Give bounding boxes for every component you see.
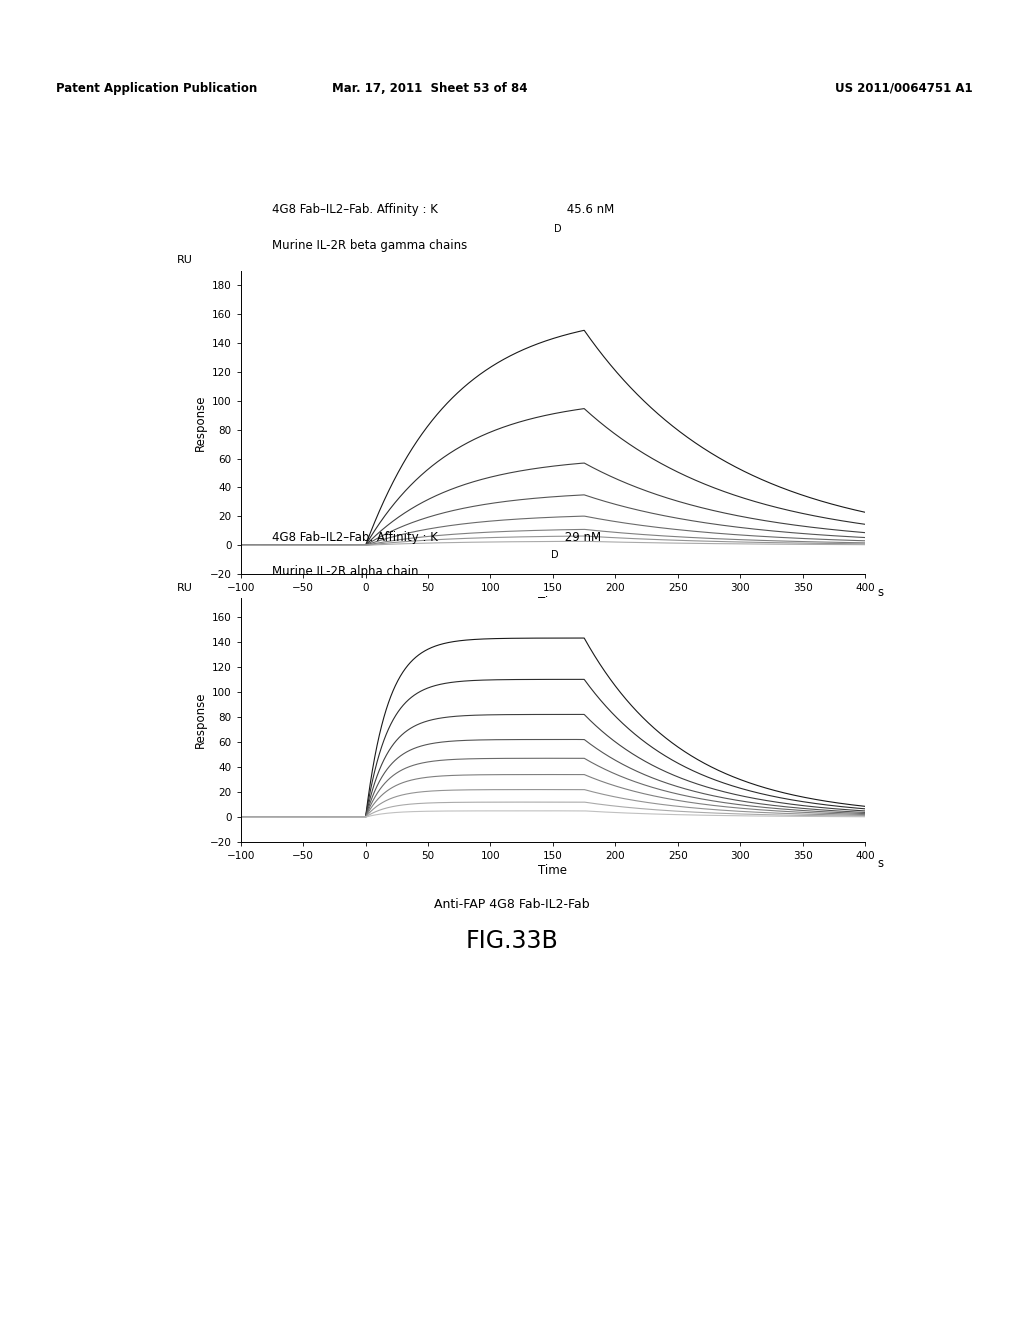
Text: s: s <box>878 857 884 870</box>
Text: 29 nM: 29 nM <box>561 531 601 544</box>
Text: 4G8 Fab–IL2–Fab. Affinity : K: 4G8 Fab–IL2–Fab. Affinity : K <box>271 203 437 216</box>
Text: D: D <box>554 224 562 234</box>
Text: Anti-FAP 4G8 Fab-IL2-Fab: Anti-FAP 4G8 Fab-IL2-Fab <box>434 898 590 911</box>
Text: s: s <box>878 586 884 599</box>
Text: Response: Response <box>194 692 207 748</box>
Text: Mar. 17, 2011  Sheet 53 of 84: Mar. 17, 2011 Sheet 53 of 84 <box>333 82 527 95</box>
Text: RU: RU <box>176 255 193 264</box>
Text: FIG.33B: FIG.33B <box>466 929 558 953</box>
Text: Response: Response <box>194 395 207 450</box>
Text: RU: RU <box>176 583 193 593</box>
Text: 4G8 Fab–IL2–Fab. Affinity : K: 4G8 Fab–IL2–Fab. Affinity : K <box>271 531 437 544</box>
X-axis label: Time: Time <box>539 865 567 876</box>
Text: Patent Application Publication: Patent Application Publication <box>56 82 258 95</box>
Text: 45.6 nM: 45.6 nM <box>563 203 614 216</box>
Text: Murine IL-2R alpha chain: Murine IL-2R alpha chain <box>271 565 419 578</box>
Text: D: D <box>551 550 559 560</box>
X-axis label: Time: Time <box>539 597 567 609</box>
Text: US 2011/0064751 A1: US 2011/0064751 A1 <box>836 82 973 95</box>
Text: Murine IL-2R beta gamma chains: Murine IL-2R beta gamma chains <box>271 239 467 252</box>
